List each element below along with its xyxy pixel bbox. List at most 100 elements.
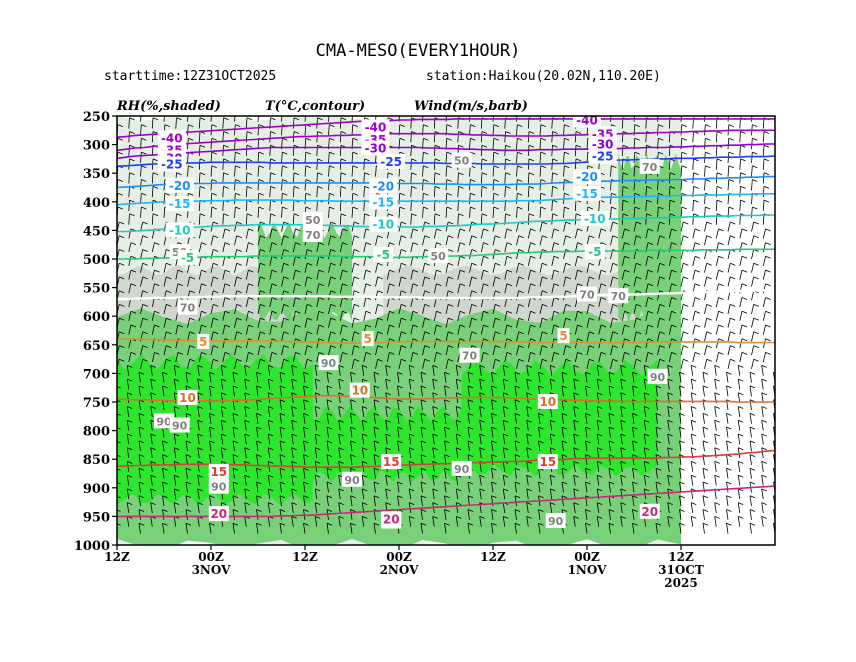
wind-barb-flag xyxy=(726,495,732,499)
wind-barb-flag xyxy=(270,117,276,121)
wind-barb xyxy=(363,270,367,280)
contour-label: 20 xyxy=(210,507,227,521)
wind-barb-flag xyxy=(424,358,430,362)
wind-barb-flag xyxy=(479,365,485,368)
wind-barb xyxy=(316,324,320,335)
wind-barb-flag xyxy=(459,310,466,314)
wind-barb-flag xyxy=(318,269,325,273)
wind-barb-flag xyxy=(244,502,250,505)
wind-barb-flag xyxy=(493,137,499,141)
wind-barb-flag xyxy=(130,255,137,259)
wind-barb xyxy=(279,385,282,397)
rh-label-bg xyxy=(577,286,597,302)
wind-barb-flag xyxy=(481,131,488,134)
wind-barb-flag xyxy=(424,262,430,266)
wind-barb-flag xyxy=(401,249,407,252)
wind-barb-flag xyxy=(503,474,509,478)
wind-barb-flag xyxy=(730,345,736,348)
wind-barb-flag xyxy=(467,385,474,389)
wind-barb-flag xyxy=(305,137,311,141)
wind-barb-flag xyxy=(389,338,395,342)
wind-barb xyxy=(633,165,636,177)
wind-barb xyxy=(714,461,717,472)
wind-barb-flag xyxy=(362,433,368,437)
wind-barb xyxy=(140,304,144,314)
wind-barb-flag xyxy=(526,516,532,519)
wind-barb-flag xyxy=(129,131,135,134)
wind-barb-flag xyxy=(211,206,217,210)
wind-barb-flag xyxy=(436,324,442,328)
wind-barb xyxy=(479,433,482,445)
wind-barb xyxy=(140,235,144,246)
y-tick-label: 600 xyxy=(83,310,110,325)
wind-barb xyxy=(256,468,259,479)
wind-barb-flag xyxy=(432,419,438,423)
wind-barb-flag xyxy=(224,242,231,245)
wind-barb-flag xyxy=(538,495,544,499)
wind-barb xyxy=(291,488,294,500)
wind-barb xyxy=(328,304,332,314)
wind-barb xyxy=(702,372,705,383)
wind-barb xyxy=(761,433,764,445)
wind-barb xyxy=(680,304,684,314)
wind-barb xyxy=(551,213,553,225)
wind-barb xyxy=(256,385,259,397)
legend-temp: T(°C,contour) xyxy=(265,99,365,114)
wind-barb xyxy=(281,221,285,232)
wind-barb xyxy=(363,256,367,266)
wind-barb xyxy=(737,516,741,527)
wind-barb-flag xyxy=(714,433,720,437)
wind-barb-flag xyxy=(138,522,145,526)
wind-barb xyxy=(632,495,635,507)
wind-barb-flag xyxy=(213,221,219,225)
wind-barb-flag xyxy=(753,235,759,239)
wind-barb-flag xyxy=(550,488,556,492)
wind-barb xyxy=(668,283,672,294)
contour-label-bg xyxy=(537,394,558,409)
wind-barb-flag xyxy=(224,310,231,314)
wind-barb-flag xyxy=(540,165,546,169)
wind-barb xyxy=(762,338,766,349)
wind-barb-flag xyxy=(291,488,297,492)
wind-barb-flag xyxy=(600,297,607,300)
wind-barb xyxy=(257,359,261,369)
wind-barb xyxy=(704,331,708,342)
wind-barb xyxy=(433,338,437,349)
contour-label: -40 xyxy=(365,120,387,134)
wind-barb-flag xyxy=(741,269,748,273)
wind-barb xyxy=(727,304,731,314)
wind-barb-flag xyxy=(232,454,239,457)
wind-barb xyxy=(504,324,508,335)
contour-label: -20 xyxy=(576,170,598,184)
wind-barb-flag xyxy=(377,235,383,239)
wind-barb xyxy=(222,270,226,280)
wind-barb xyxy=(150,516,153,527)
contour-label-bg xyxy=(349,382,370,398)
wind-barb xyxy=(679,481,682,493)
wind-barb xyxy=(655,454,658,465)
wind-barb xyxy=(491,385,494,397)
wind-barb xyxy=(373,481,376,493)
wind-barb-flag xyxy=(119,276,125,280)
wind-barb-flag xyxy=(493,165,499,169)
wind-barb xyxy=(538,427,541,438)
wind-barb xyxy=(598,228,602,239)
wind-barb-flag xyxy=(223,186,229,189)
wind-barb xyxy=(655,385,658,397)
contour-label-bg xyxy=(157,156,186,172)
wind-barb xyxy=(514,385,517,397)
wind-barb xyxy=(339,283,343,294)
wind-barb xyxy=(480,352,484,363)
wind-barb-flag xyxy=(634,124,640,127)
wind-barb xyxy=(433,352,437,363)
wind-barb-flag xyxy=(679,481,685,485)
wind-barb xyxy=(573,420,576,431)
wind-barb xyxy=(244,379,247,390)
wind-barb-flag xyxy=(423,137,429,141)
wind-barb xyxy=(316,297,320,308)
wind-barb-flag xyxy=(354,317,360,321)
wind-barb-flag xyxy=(752,124,758,127)
wind-barb xyxy=(410,242,414,253)
wind-barb xyxy=(187,152,189,163)
wind-barb-flag xyxy=(117,523,121,526)
